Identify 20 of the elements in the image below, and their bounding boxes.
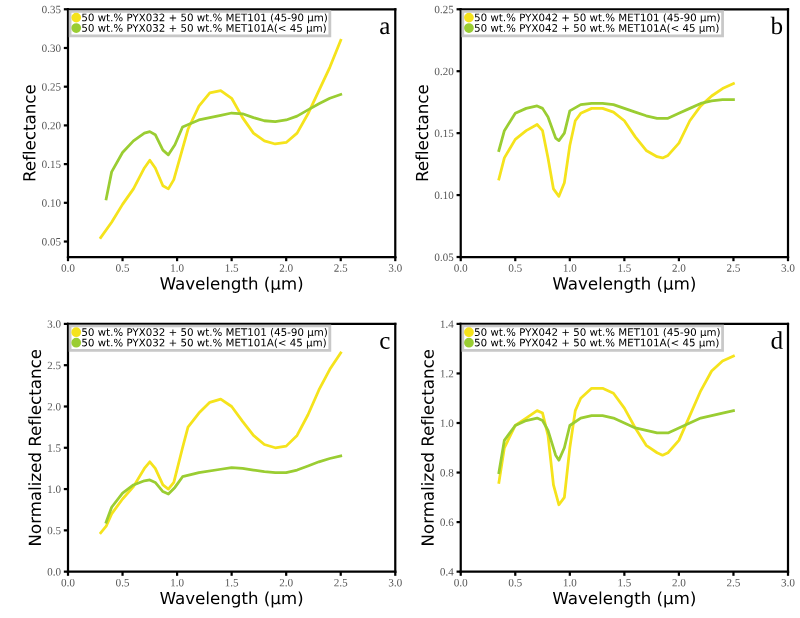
line-series — [99, 38, 343, 240]
y-axis-title: Reflectance — [415, 85, 429, 181]
x-axis-title: Wavelength (μm) — [552, 591, 695, 608]
x-axis-title: Wavelength (μm) — [552, 276, 695, 293]
x-axis-title: Wavelength (μm) — [160, 591, 303, 608]
line-series — [497, 98, 735, 152]
line-series — [99, 351, 343, 535]
y-axis-title: Normalized Reflectance — [28, 349, 42, 545]
y-axis-title: Reflectance — [22, 85, 36, 181]
annotation: b — [770, 16, 783, 35]
line-series — [497, 354, 735, 507]
annotation: a — [380, 22, 391, 35]
y-axis-title: Normalized Reflectance — [420, 349, 434, 545]
line-series — [104, 454, 343, 524]
x-axis-title: Wavelength (μm) — [160, 276, 303, 293]
annotation: c — [380, 336, 390, 349]
line-series — [104, 93, 343, 201]
line-series — [497, 82, 735, 198]
annotation: d — [771, 331, 783, 349]
line-series — [497, 409, 735, 474]
